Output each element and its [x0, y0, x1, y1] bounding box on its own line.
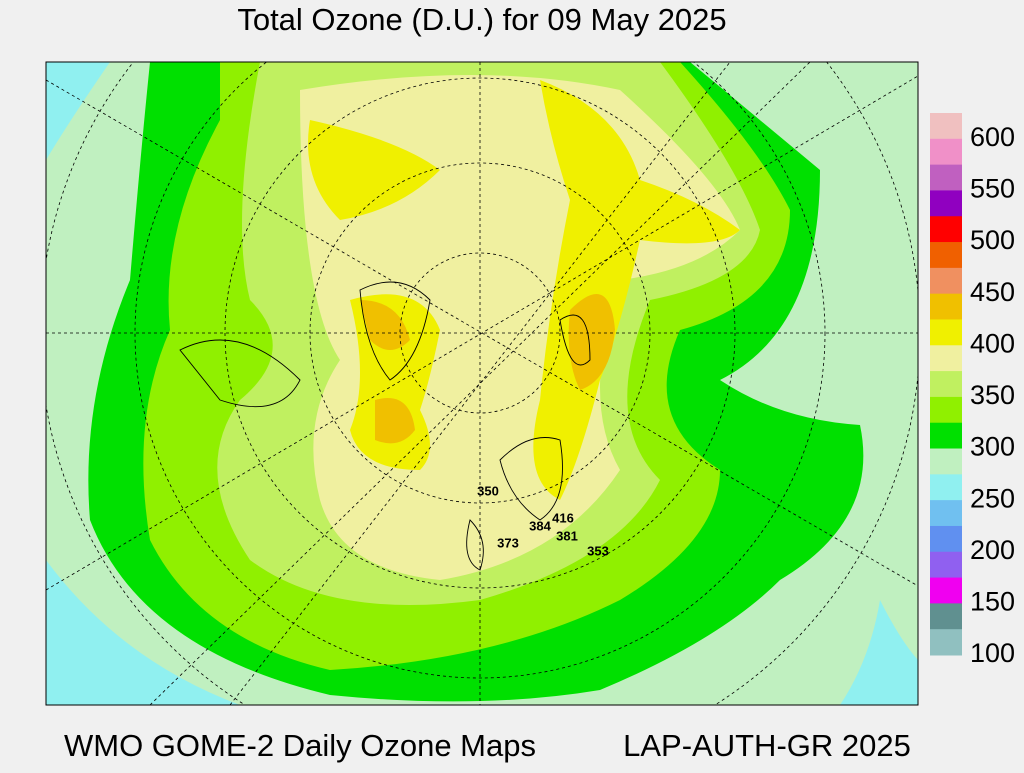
coastlines	[179, 281, 591, 571]
colorbar-label: 500	[970, 225, 1015, 255]
ozone-425	[360, 300, 410, 350]
colorbar-label: 400	[970, 328, 1015, 358]
colorbar-label: 200	[970, 535, 1015, 565]
ozone-425	[375, 398, 415, 444]
low-zone	[46, 560, 240, 705]
ozone-400	[533, 80, 740, 500]
station-value: 416	[552, 510, 574, 525]
colorbar-swatch	[930, 113, 962, 140]
footer-right: LAP-AUTH-GR 2025	[623, 728, 911, 763]
colorbar-swatch	[930, 396, 962, 424]
title: Total Ozone (D.U.) for 09 May 2025	[237, 2, 726, 37]
colorbar-swatch	[930, 603, 962, 630]
colorbar-swatch	[930, 422, 962, 450]
colorbar-swatch	[930, 267, 962, 295]
ozone-400	[308, 120, 440, 220]
colorbar-swatch	[930, 577, 962, 604]
colorbar-label: 300	[970, 432, 1015, 462]
colorbar-label: 350	[970, 380, 1015, 410]
station-value: 350	[477, 483, 499, 498]
colorbar-swatch	[930, 371, 962, 398]
colorbar-label: 250	[970, 483, 1015, 513]
colorbar-swatch	[930, 319, 962, 346]
colorbar-swatch	[930, 293, 962, 320]
colorbar-swatch	[930, 474, 962, 501]
map	[46, 62, 918, 705]
colorbar-label: 100	[970, 638, 1015, 668]
colorbar-swatch	[930, 242, 962, 269]
low-zone	[46, 62, 110, 160]
colorbar-swatch	[930, 551, 962, 579]
station-value: 381	[556, 528, 578, 543]
colorbar-swatch	[930, 345, 962, 372]
graticule	[46, 62, 918, 705]
colorbar-swatch	[930, 138, 962, 166]
colorbar-swatch	[930, 629, 962, 656]
colorbar-swatch	[930, 164, 962, 191]
station-value: 373	[497, 535, 519, 550]
colorbar-label: 600	[970, 122, 1015, 152]
colorbar-swatch	[930, 525, 962, 553]
colorbar-swatch	[930, 216, 962, 243]
colorbar-label: 450	[970, 277, 1015, 307]
station-value: 353	[587, 543, 609, 558]
colorbar-swatch	[930, 190, 962, 217]
station-value: 384	[529, 518, 551, 533]
colorbar: 600 550 500 450 400 350 300 250 200 150 100	[930, 113, 1015, 668]
colorbar-swatch	[930, 448, 962, 475]
low-zone	[840, 600, 918, 705]
footer-left: WMO GOME-2 Daily Ozone Maps	[64, 728, 536, 763]
colorbar-label: 550	[970, 174, 1015, 204]
colorbar-label: 150	[970, 587, 1015, 617]
colorbar-swatch	[930, 500, 962, 527]
map-frame	[45, 61, 919, 706]
